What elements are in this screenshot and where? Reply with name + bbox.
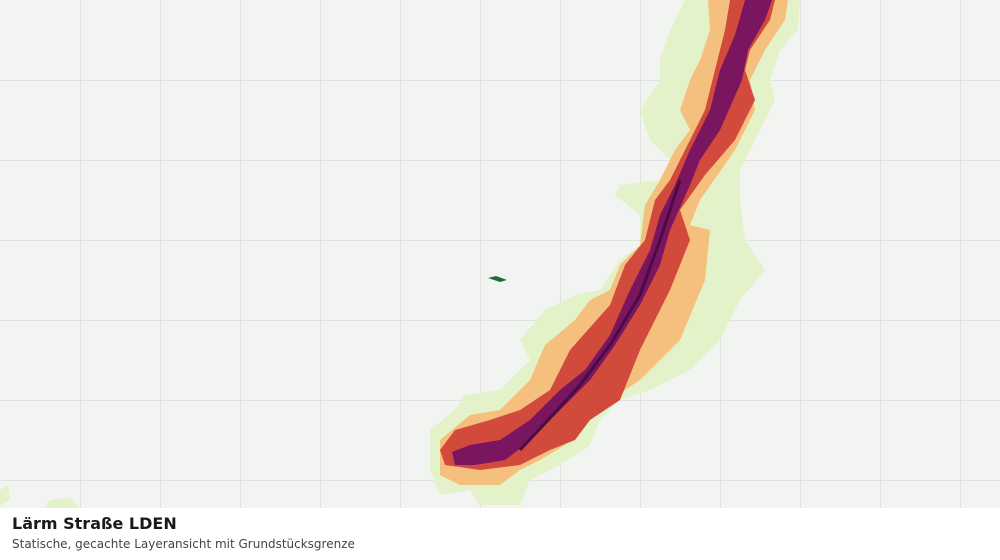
layer-subtitle: Statische, gecachte Layeransicht mit Gru… bbox=[12, 537, 355, 551]
noise-zone-edge bbox=[45, 498, 80, 508]
legend-bar: Lärm Straße LDEN Statische, gecachte Lay… bbox=[0, 508, 1000, 560]
road-core bbox=[518, 179, 682, 452]
noise-zone-very-high bbox=[452, 0, 772, 465]
map bbox=[0, 0, 1000, 508]
parcel-marker bbox=[488, 276, 507, 282]
noise-zone-edge bbox=[0, 485, 10, 506]
layer-title: Lärm Straße LDEN bbox=[12, 514, 177, 533]
